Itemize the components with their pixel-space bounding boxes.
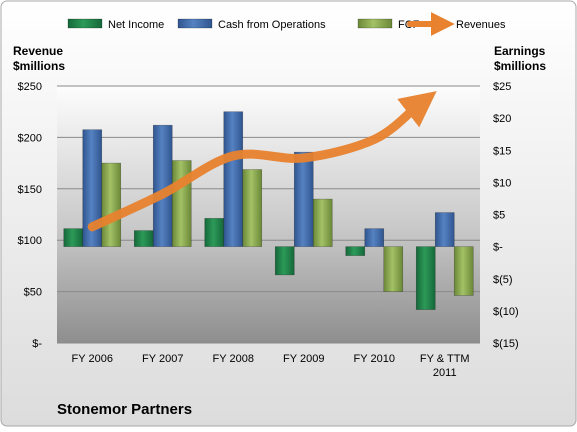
right-axis-ticks: $(15) $(10) $(5) $- $5 $10 $15 $20 $25	[493, 81, 519, 350]
right-axis-tick-label: $(15)	[493, 338, 519, 350]
right-axis-tick-label: $25	[493, 81, 511, 93]
chart-title: Stonemor Partners	[57, 401, 192, 418]
x-axis-tick-label: FY 2007	[142, 353, 183, 365]
right-axis-label-line2: $millions	[494, 59, 546, 73]
bar-net-income-fy-2010	[345, 246, 366, 256]
bar-net-income-fy-2007	[133, 230, 154, 247]
left-axis-tick-label: $50	[24, 287, 42, 299]
x-axis-tick-label: FY 2008	[213, 353, 254, 365]
bar-cash-from-operations-fy-ttm-2011	[434, 212, 455, 247]
left-axis-tick-label: $250	[18, 81, 42, 93]
bar-fcf-fy-2009	[312, 198, 333, 247]
bar-net-income-fy-2006	[63, 228, 84, 247]
line-series	[87, 91, 437, 232]
bar-fcf-fy-2007	[171, 160, 192, 247]
gridlines	[57, 85, 480, 344]
bar-fcf-fy-2006	[101, 162, 122, 247]
x-axis-tick-label: FY 2009	[283, 353, 324, 365]
x-axis-ticks: FY 2006 FY 2007 FY 2008 FY 2009 FY 2010 FY & …	[72, 353, 470, 379]
bar-fcf-fy-ttm-2011	[453, 246, 474, 296]
bar-net-income-fy-2009	[274, 246, 295, 276]
left-axis-ticks: $- $50 $100 $150 $200 $250	[18, 81, 43, 350]
left-axis-tick-label: $150	[18, 184, 42, 196]
revenues-line	[87, 91, 437, 232]
left-axis-tick-label: $-	[32, 338, 42, 350]
bar-net-income-fy-2008	[204, 218, 225, 247]
bar-series	[63, 111, 474, 310]
right-axis-tick-label: $-	[493, 242, 503, 254]
bar-cash-from-operations-fy-2008	[223, 111, 244, 247]
bar-fcf-fy-2010	[383, 246, 404, 292]
left-axis-tick-label: $100	[18, 235, 42, 247]
right-axis-tick-label: $15	[493, 145, 511, 157]
bar-fcf-fy-2008	[242, 169, 263, 247]
legend-swatch-net-income	[67, 18, 103, 29]
left-axis-tick-label: $200	[18, 132, 42, 144]
left-axis-label-line1: Revenue	[13, 44, 63, 58]
right-axis-tick-label: $(5)	[493, 274, 513, 286]
bar-cash-from-operations-fy-2009	[293, 151, 314, 247]
legend-label-cash-from-operations: Cash from Operations	[218, 19, 326, 31]
right-axis-tick-label: $5	[493, 210, 505, 222]
x-axis-tick-label: FY 2010	[354, 353, 395, 365]
right-axis-tick-label: $(10)	[493, 306, 519, 318]
legend-swatch-fcf	[357, 18, 393, 29]
right-axis-tick-label: $10	[493, 177, 511, 189]
right-axis-label-line1: Earnings	[494, 44, 546, 58]
legend-label-net-income: Net Income	[108, 19, 164, 31]
legend-swatch-cash-from-operations	[177, 18, 213, 29]
bar-net-income-fy-ttm-2011	[415, 246, 436, 310]
right-axis-tick-label: $20	[493, 113, 511, 125]
left-axis-label-line2: $millions	[13, 59, 65, 73]
x-axis-tick-label: FY & TTM 2011	[420, 353, 470, 379]
x-axis-tick-label: FY 2006	[72, 353, 113, 365]
legend-label-revenues: Revenues	[456, 19, 506, 31]
bar-cash-from-operations-fy-2010	[364, 228, 385, 247]
